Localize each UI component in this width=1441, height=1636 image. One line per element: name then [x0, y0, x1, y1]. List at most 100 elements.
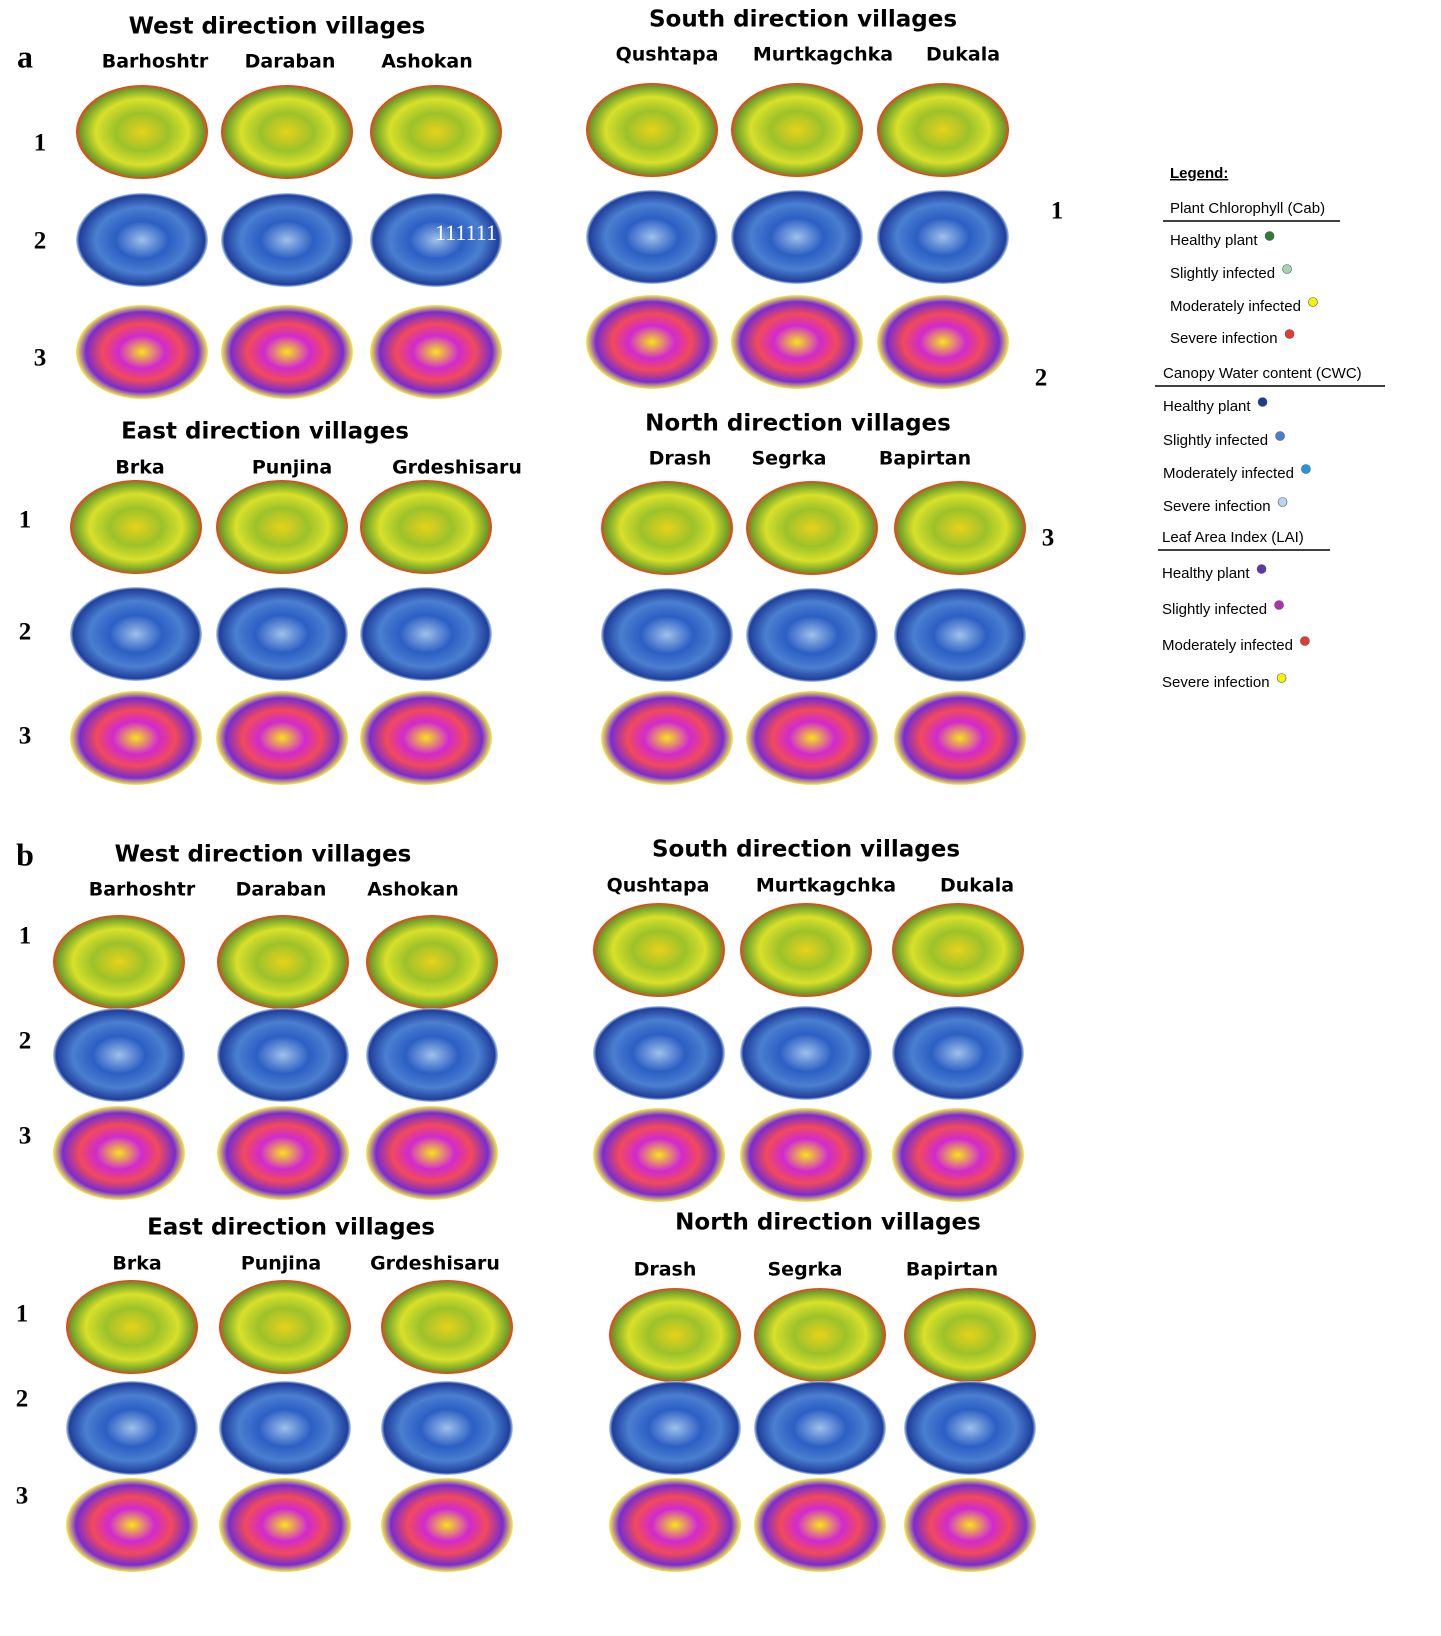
field-map	[731, 83, 863, 177]
village-name: Ashokan	[367, 879, 459, 901]
legend-section-title: Leaf Area Index (LAI)	[1162, 529, 1304, 546]
village-name: Bapirtan	[906, 1259, 998, 1281]
village-name: Ashokan	[381, 51, 473, 73]
field-map	[894, 691, 1026, 785]
field-map	[609, 1288, 741, 1382]
legend-item-label: Moderately infected	[1162, 637, 1293, 654]
field-map	[66, 1381, 198, 1475]
field-map	[892, 903, 1024, 997]
row-label: 3	[19, 723, 32, 750]
field-map	[53, 1106, 185, 1200]
field-map	[219, 1280, 351, 1374]
village-name: Grdeshisaru	[392, 457, 522, 479]
panel-label: b	[16, 836, 34, 872]
field-map	[221, 305, 353, 399]
village-name: Qushtapa	[607, 875, 710, 897]
field-map	[754, 1478, 886, 1572]
field-map	[221, 85, 353, 179]
legend-item-label: Slightly infected	[1163, 432, 1268, 449]
field-map	[366, 1008, 498, 1102]
field-map	[586, 83, 718, 177]
village-name: Drash	[634, 1259, 697, 1281]
village-name: Brka	[115, 457, 164, 479]
field-map	[877, 190, 1009, 284]
row-label: 2	[19, 1028, 32, 1055]
field-map	[754, 1288, 886, 1382]
village-name: Murtkagchka	[753, 44, 893, 66]
village-name: Dukala	[926, 44, 1000, 66]
village-name: Barhoshtr	[89, 879, 196, 901]
field-map	[370, 305, 502, 399]
field-map	[217, 1008, 349, 1102]
legend-swatch	[1285, 330, 1294, 339]
group-title: North direction villages	[645, 411, 951, 437]
village-name: Punjina	[241, 1253, 321, 1275]
field-map	[877, 295, 1009, 389]
field-map	[53, 915, 185, 1009]
field-map	[609, 1381, 741, 1475]
field-map	[609, 1478, 741, 1572]
legend-swatch	[1300, 637, 1309, 646]
legend-item-label: Moderately infected	[1163, 465, 1294, 482]
legend-swatch	[1301, 465, 1310, 474]
village-name: Bapirtan	[879, 448, 971, 470]
row-label: 1	[19, 507, 32, 534]
field-map	[601, 588, 733, 682]
field-map	[370, 85, 502, 179]
legend-swatch	[1276, 432, 1285, 441]
field-map	[740, 1006, 872, 1100]
legend-swatch	[1265, 232, 1274, 241]
field-map	[381, 1381, 513, 1475]
field-map	[601, 481, 733, 575]
field-map	[217, 1106, 349, 1200]
field-map	[381, 1280, 513, 1374]
legend-item-label: Severe infection	[1170, 330, 1278, 347]
village-name: Segrka	[752, 448, 827, 470]
row-label: 2	[16, 1386, 29, 1413]
field-map	[216, 587, 348, 681]
group-title: West direction villages	[129, 14, 426, 40]
field-map	[586, 295, 718, 389]
field-map	[217, 915, 349, 1009]
legend-swatch	[1258, 398, 1267, 407]
legend-swatch	[1275, 601, 1284, 610]
field-map	[586, 190, 718, 284]
field-map	[593, 1108, 725, 1202]
row-label: 3	[16, 1483, 29, 1510]
village-name: Brka	[112, 1253, 161, 1275]
legend-item-label: Slightly infected	[1162, 601, 1267, 618]
field-map	[746, 588, 878, 682]
village-name: Barhoshtr	[102, 51, 209, 73]
legend-swatch	[1257, 565, 1266, 574]
group-title: South direction villages	[652, 837, 960, 863]
field-map	[731, 190, 863, 284]
legend-item-label: Severe infection	[1162, 674, 1270, 691]
field-map	[360, 587, 492, 681]
field-map	[216, 691, 348, 785]
field-map	[892, 1006, 1024, 1100]
field-map	[53, 1008, 185, 1102]
row-label: 1	[19, 923, 32, 950]
side-label: 1	[1051, 198, 1064, 225]
field-map	[746, 481, 878, 575]
side-label: 3	[1042, 525, 1055, 552]
row-label: 1	[34, 130, 47, 157]
field-map	[754, 1381, 886, 1475]
village-name: Punjina	[252, 457, 332, 479]
field-map	[66, 1280, 198, 1374]
field-map	[904, 1288, 1036, 1382]
field-map	[219, 1478, 351, 1572]
legend-item-label: Healthy plant	[1170, 232, 1258, 249]
row-label: 3	[34, 345, 47, 372]
field-map	[360, 691, 492, 785]
group-title: South direction villages	[649, 7, 957, 33]
group-title: West direction villages	[115, 842, 412, 868]
village-name: Segrka	[768, 1259, 843, 1281]
group-title: East direction villages	[121, 419, 409, 445]
legend-item-label: Healthy plant	[1163, 398, 1251, 415]
village-name: Dukala	[940, 875, 1014, 897]
village-name: Qushtapa	[616, 44, 719, 66]
field-map	[894, 481, 1026, 575]
village-name: Drash	[649, 448, 712, 470]
